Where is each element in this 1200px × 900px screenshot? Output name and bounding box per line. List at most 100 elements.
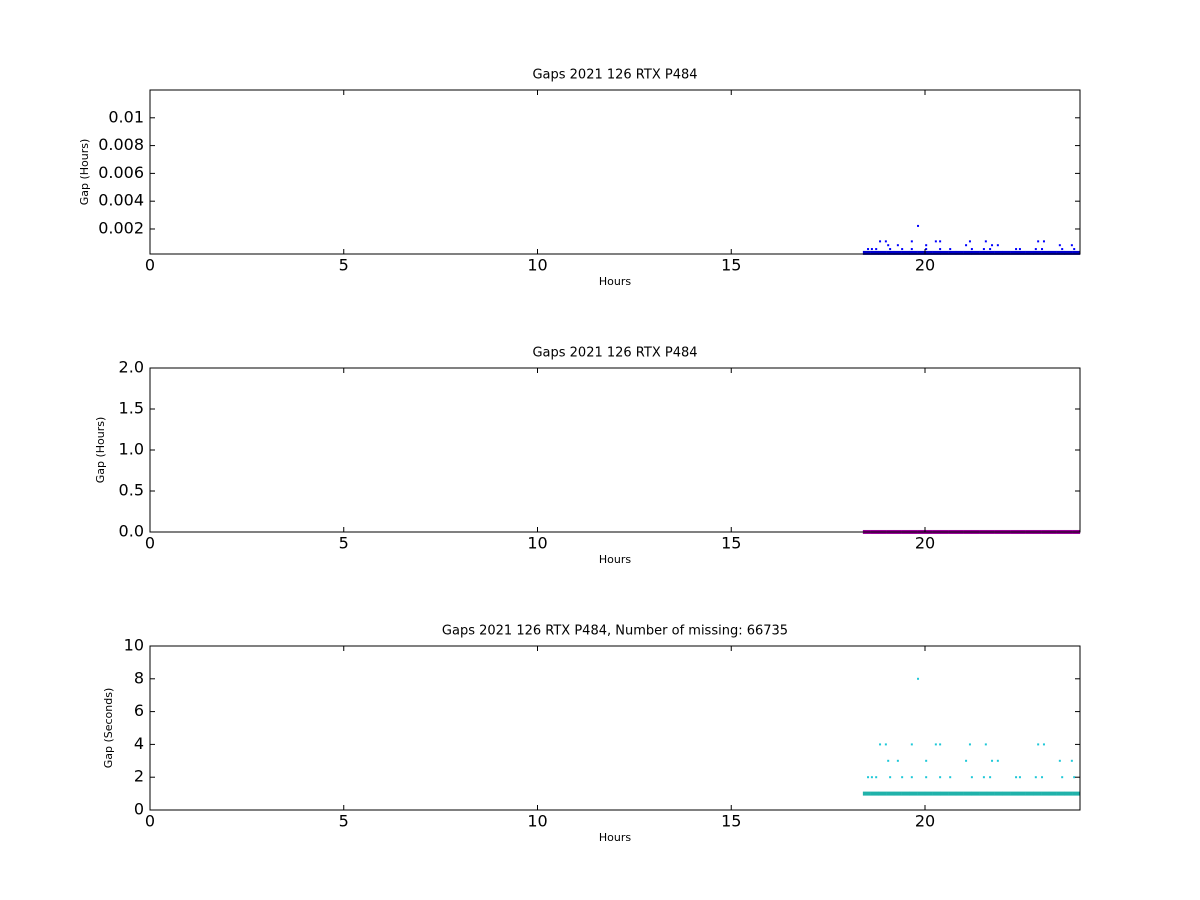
- point: [901, 250, 910, 255]
- point: [939, 743, 942, 746]
- point: [910, 743, 913, 746]
- point: [862, 791, 871, 796]
- point: [984, 240, 987, 243]
- point: [1018, 776, 1021, 779]
- point: [1041, 776, 1044, 779]
- y-axis-label: Gap (Seconds): [102, 688, 115, 769]
- point: [996, 244, 999, 247]
- point: [910, 776, 913, 779]
- point: [986, 250, 995, 255]
- point: [878, 791, 887, 796]
- point: [1034, 776, 1037, 779]
- y-tick-label: 0.5: [119, 481, 144, 500]
- point: [867, 776, 870, 779]
- point: [968, 743, 971, 746]
- point: [991, 759, 994, 762]
- point: [994, 250, 1003, 255]
- point: [896, 759, 899, 762]
- plot-frame: [149, 89, 1081, 255]
- point: [984, 743, 987, 746]
- x-tick-label: 10: [527, 812, 547, 831]
- point: [955, 250, 964, 255]
- x-tick-label: 0: [145, 256, 155, 275]
- point: [870, 776, 873, 779]
- point: [887, 759, 890, 762]
- y-tick-label: 6: [134, 701, 144, 720]
- point: [1033, 791, 1042, 796]
- point: [1033, 250, 1042, 255]
- point: [1073, 776, 1076, 779]
- x-axis-label: Hours: [599, 275, 631, 288]
- point: [1017, 250, 1026, 255]
- y-tick-label: 0.004: [98, 191, 144, 210]
- point: [1064, 791, 1073, 796]
- y-tick-label: 0: [134, 800, 144, 819]
- x-tick-label: 5: [339, 534, 349, 553]
- point: [924, 250, 933, 255]
- point: [1042, 240, 1045, 243]
- point: [1002, 250, 1011, 255]
- point: [910, 240, 913, 243]
- y-tick-label: 8: [134, 668, 144, 687]
- point: [971, 250, 980, 255]
- point: [996, 759, 999, 762]
- point: [884, 743, 887, 746]
- point: [1056, 250, 1065, 255]
- point: [909, 791, 918, 796]
- x-tick-label: 10: [527, 534, 547, 553]
- point: [965, 244, 968, 247]
- point: [963, 791, 972, 796]
- point: [879, 240, 882, 243]
- point: [1048, 791, 1057, 796]
- y-tick-label: 0.008: [98, 135, 144, 154]
- point: [901, 776, 904, 779]
- point: [939, 240, 942, 243]
- point: [924, 791, 933, 796]
- x-axis-label: Hours: [599, 553, 631, 566]
- point: [910, 248, 913, 251]
- x-tick-label: 15: [721, 812, 741, 831]
- point: [893, 791, 902, 796]
- point: [1073, 248, 1076, 251]
- point: [870, 248, 873, 251]
- point: [1072, 250, 1081, 255]
- y-axis-label: Gap (Hours): [94, 417, 107, 484]
- point: [1015, 248, 1018, 251]
- y-tick-label: 4: [134, 734, 144, 753]
- y-tick-label: 10: [124, 636, 144, 655]
- point: [870, 250, 879, 255]
- point: [917, 791, 926, 796]
- point: [955, 791, 964, 796]
- x-tick-label: 20: [915, 812, 935, 831]
- x-tick-label: 15: [721, 534, 741, 553]
- point: [982, 776, 985, 779]
- point: [948, 250, 957, 255]
- point: [949, 776, 952, 779]
- point: [867, 248, 870, 251]
- y-tick-label: 0.0: [119, 522, 144, 541]
- point: [1010, 250, 1019, 255]
- y-tick-label: 1.0: [119, 440, 144, 459]
- chart-title: Gaps 2021 126 RTX P484: [532, 346, 697, 361]
- point: [970, 248, 973, 251]
- point: [970, 776, 973, 779]
- point: [968, 240, 971, 243]
- plot-frame: [149, 645, 1081, 811]
- point: [917, 677, 920, 680]
- point: [949, 248, 952, 251]
- point: [948, 791, 957, 796]
- point: [1025, 250, 1034, 255]
- point: [925, 776, 928, 779]
- x-tick-label: 20: [915, 256, 935, 275]
- point: [878, 250, 887, 255]
- point: [1070, 759, 1073, 762]
- x-axis-label: Hours: [599, 831, 631, 844]
- point: [1072, 791, 1081, 796]
- point: [940, 250, 949, 255]
- point: [994, 791, 1003, 796]
- point: [1048, 250, 1057, 255]
- y-axis-label: Gap (Hours): [78, 139, 91, 206]
- point: [932, 791, 941, 796]
- point: [909, 250, 918, 255]
